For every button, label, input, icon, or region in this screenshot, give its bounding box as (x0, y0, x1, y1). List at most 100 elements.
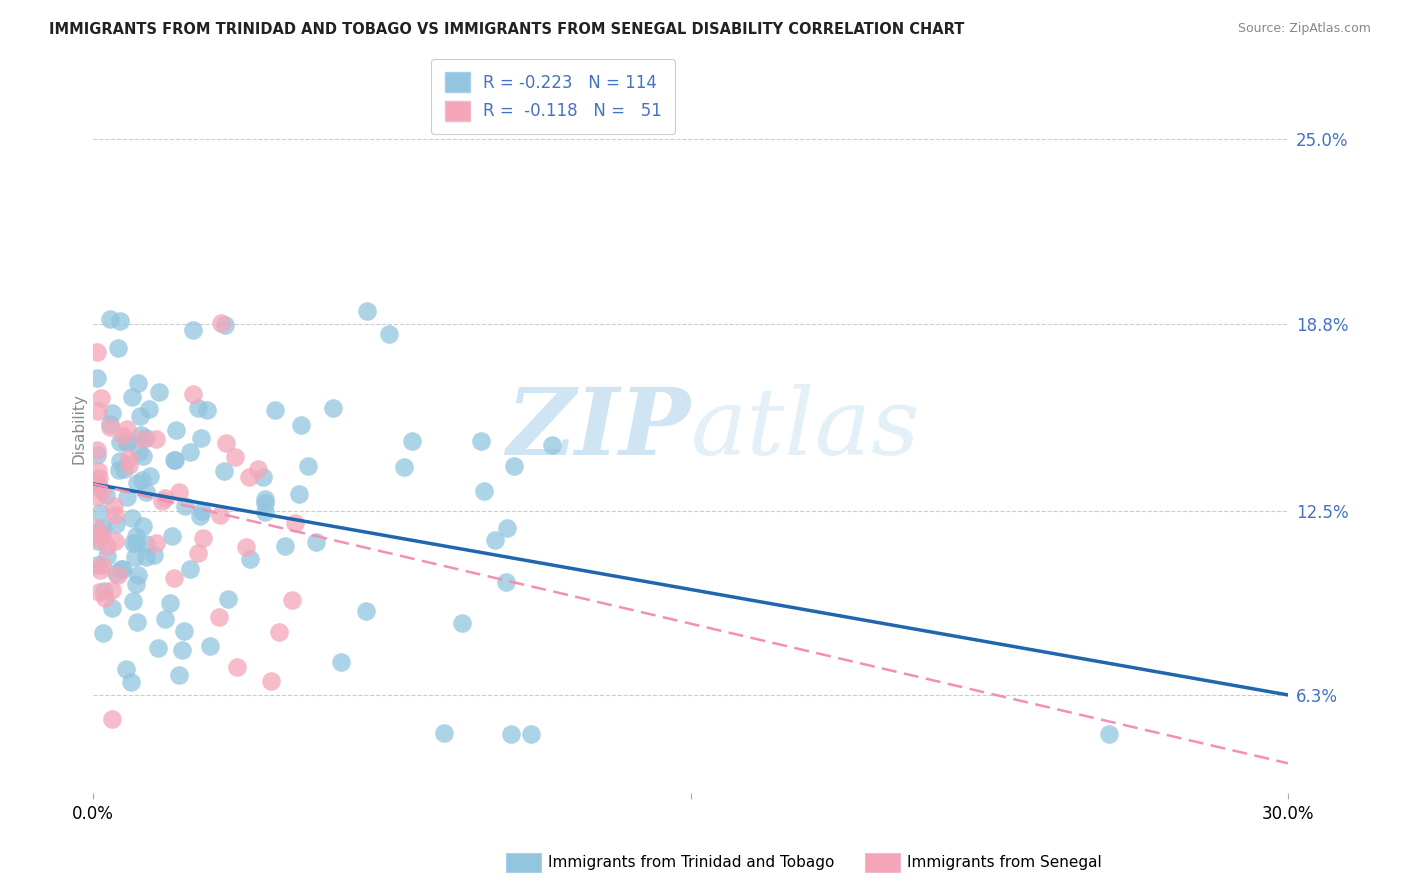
Point (86, 490, 108, 504)
Point (108, 434, 131, 449)
Point (96, 488, 118, 502)
Point (93, 521, 115, 535)
Point (87, 471, 110, 485)
Point (110, 562, 132, 576)
Point (290, 417, 312, 432)
Point (238, 469, 260, 483)
Point (107, 342, 129, 356)
Point (145, 433, 167, 447)
Text: Immigrants from Senegal: Immigrants from Senegal (907, 855, 1102, 870)
Point (90, 529, 112, 543)
Text: Immigrants from Trinidad and Tobago: Immigrants from Trinidad and Tobago (548, 855, 835, 870)
Point (132, 449, 155, 463)
Point (470, 434, 492, 448)
Point (120, 675, 142, 690)
Point (208, 610, 231, 624)
Point (247, 462, 270, 476)
Point (148, 385, 170, 400)
Point (108, 313, 131, 327)
Point (90, 483, 112, 498)
Point (288, 486, 311, 500)
Point (187, 401, 209, 415)
Point (90, 392, 112, 406)
Point (165, 423, 187, 437)
Point (86, 370, 108, 384)
Point (98, 420, 121, 434)
Y-axis label: Disability: Disability (72, 393, 86, 465)
Text: atlas: atlas (690, 384, 920, 474)
Point (284, 516, 307, 530)
Point (107, 568, 129, 582)
Point (112, 562, 135, 576)
Point (162, 571, 184, 585)
Point (122, 594, 145, 608)
Point (474, 483, 496, 498)
Point (150, 494, 173, 508)
Point (104, 566, 127, 580)
Point (179, 562, 201, 576)
Legend: R = -0.223   N = 114, R =  -0.118   N =   51: R = -0.223 N = 114, R = -0.118 N = 51 (432, 59, 675, 135)
Point (104, 508, 127, 522)
Point (167, 668, 190, 682)
Point (281, 593, 304, 607)
Point (392, 460, 415, 475)
Point (127, 376, 149, 390)
Point (215, 436, 238, 450)
Point (195, 402, 218, 417)
Point (86, 521, 108, 535)
Point (217, 591, 239, 606)
Point (89, 563, 111, 577)
Point (159, 596, 181, 610)
Point (127, 615, 149, 629)
Point (297, 459, 319, 474)
Point (190, 503, 212, 517)
Point (87, 403, 110, 417)
Point (107, 462, 129, 476)
Point (118, 450, 141, 465)
Point (322, 401, 344, 416)
Point (239, 551, 262, 566)
Point (356, 303, 378, 318)
Point (112, 429, 135, 443)
Point (181, 323, 204, 337)
Point (121, 536, 143, 550)
Point (214, 318, 236, 332)
Point (101, 712, 124, 726)
Point (89, 506, 111, 520)
Point (127, 567, 149, 582)
Point (117, 435, 139, 450)
Point (131, 473, 153, 487)
Point (354, 604, 377, 618)
Point (162, 529, 184, 543)
Point (91, 625, 114, 640)
Point (86, 448, 108, 462)
Point (101, 601, 124, 615)
Point (254, 505, 277, 519)
Point (115, 663, 138, 677)
Point (125, 529, 148, 543)
Point (501, 726, 523, 740)
Point (121, 390, 143, 404)
Point (191, 531, 214, 545)
Point (146, 640, 169, 655)
Point (495, 575, 517, 590)
Point (96, 549, 118, 564)
Point (87, 584, 110, 599)
Point (179, 445, 201, 459)
Point (209, 508, 232, 522)
Point (115, 491, 138, 505)
Point (86, 558, 108, 573)
Point (170, 643, 193, 657)
Point (263, 402, 285, 417)
Point (131, 432, 153, 446)
Text: Source: ZipAtlas.com: Source: ZipAtlas.com (1237, 22, 1371, 36)
Point (198, 639, 221, 653)
Point (432, 726, 454, 740)
Point (252, 470, 274, 484)
Point (135, 537, 157, 551)
Point (86, 345, 108, 359)
Point (87, 524, 110, 538)
Point (128, 409, 150, 423)
Point (100, 311, 122, 326)
Point (135, 431, 157, 445)
